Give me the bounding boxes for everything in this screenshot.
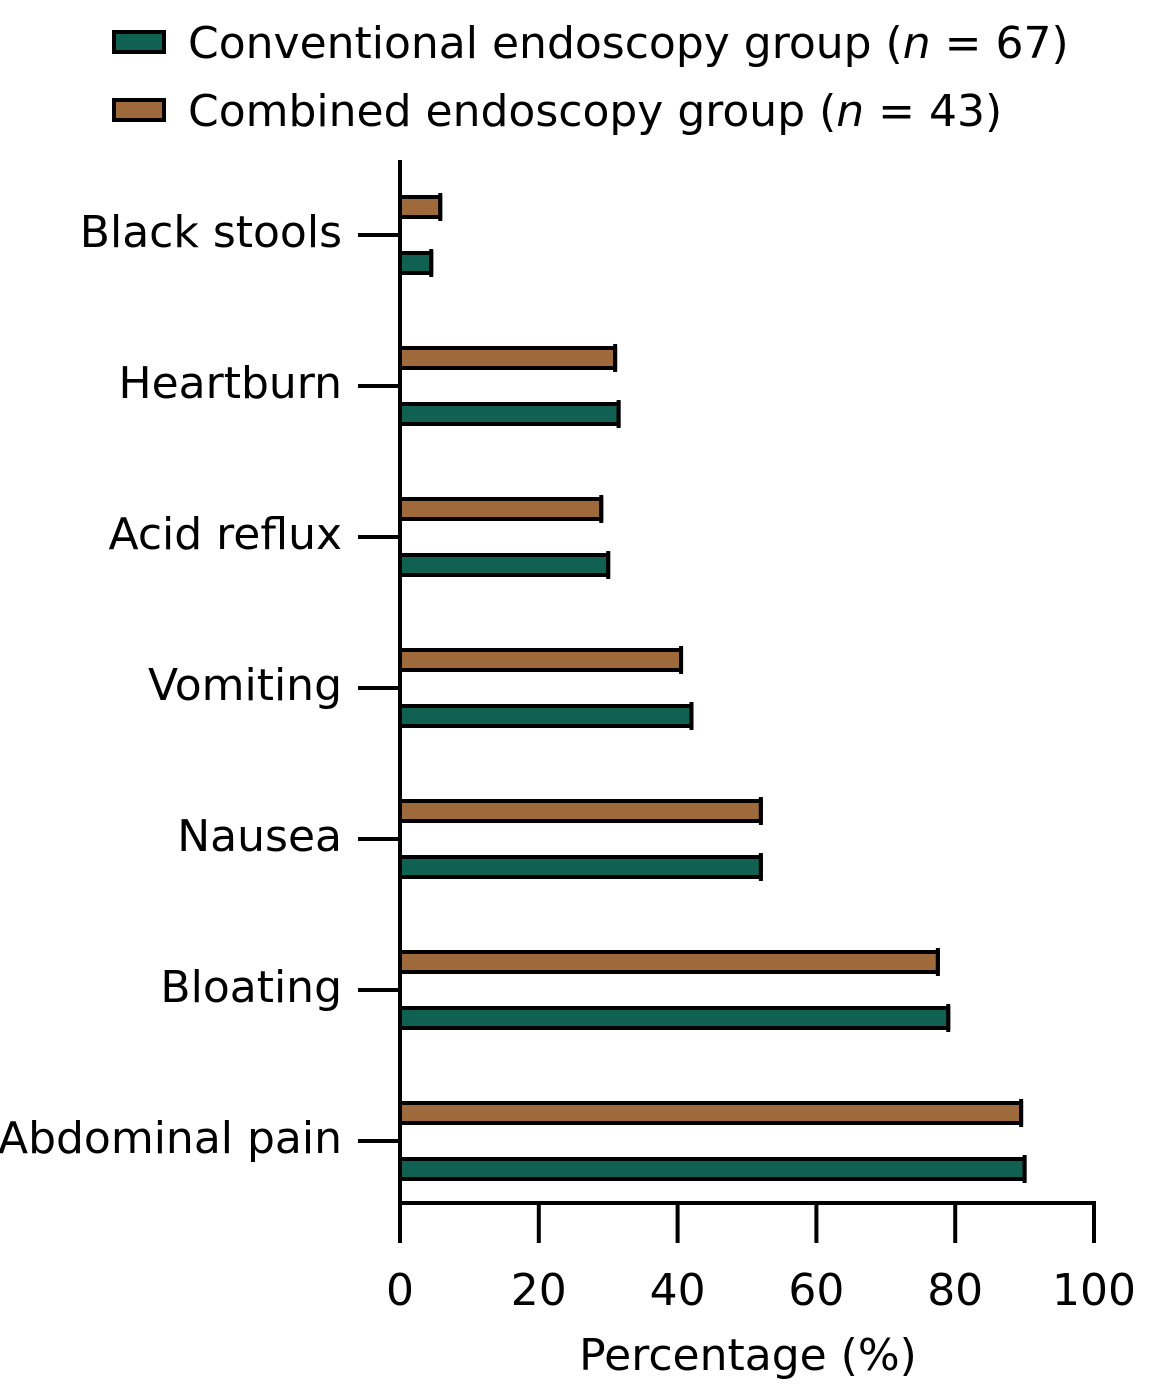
- category-label: Acid reflux: [109, 509, 343, 560]
- legend-swatch: [112, 30, 166, 54]
- bar: [398, 704, 694, 728]
- legend-swatch: [112, 98, 166, 122]
- bar: [398, 497, 604, 521]
- x-tick-label: 20: [511, 1265, 567, 1316]
- x-tick-label: 100: [1052, 1265, 1136, 1316]
- x-tick-label: 40: [650, 1265, 706, 1316]
- x-axis-title: Percentage (%): [579, 1330, 917, 1381]
- category-label: Nausea: [177, 811, 342, 862]
- legend-label: Conventional endoscopy group (n = 67): [188, 18, 1069, 69]
- bar: [398, 195, 443, 219]
- category-label: Vomiting: [148, 660, 342, 711]
- bar: [398, 1006, 951, 1030]
- x-tick-label: 0: [386, 1265, 414, 1316]
- bar: [398, 402, 621, 426]
- x-tick-label: 80: [927, 1265, 983, 1316]
- bar: [398, 950, 940, 974]
- bar: [398, 1101, 1024, 1125]
- bar: [398, 799, 763, 823]
- bar: [398, 648, 684, 672]
- bar: [398, 1157, 1027, 1181]
- x-tick-label: 60: [788, 1265, 844, 1316]
- category-label: Heartburn: [119, 358, 342, 409]
- bar: [398, 553, 611, 577]
- category-label: Bloating: [160, 962, 342, 1013]
- legend-label: Combined endoscopy group (n = 43): [188, 86, 1002, 137]
- bars: [398, 193, 1027, 1183]
- bar: [398, 346, 618, 370]
- bar: [398, 251, 434, 275]
- legend: Conventional endoscopy group (n = 67) Com…: [112, 18, 1069, 137]
- axes: Percentage (%) 0 20 40 60 80 100 Black stools H…: [0, 160, 1136, 1381]
- category-label: Abdominal pain: [0, 1113, 342, 1164]
- category-label: Black stools: [80, 207, 342, 258]
- bar: [398, 855, 763, 879]
